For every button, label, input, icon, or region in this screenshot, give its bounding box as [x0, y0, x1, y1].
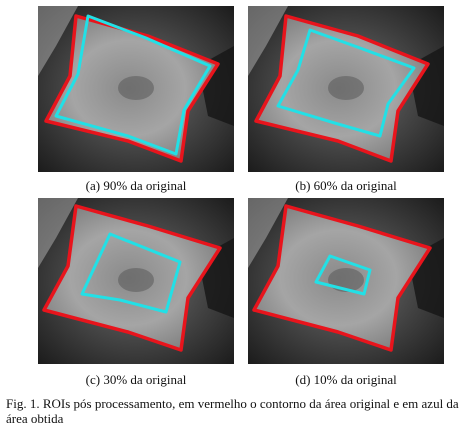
- panel-c-image: [38, 198, 234, 364]
- panel-b-image: [248, 6, 444, 172]
- panel-a-image: [38, 6, 234, 172]
- panel-a-caption: (a) 90% da original: [85, 178, 187, 193]
- obtained-contour: [276, 28, 416, 138]
- original-contour: [252, 204, 432, 352]
- panel-d-image: [248, 198, 444, 364]
- obtained-contour: [80, 232, 182, 314]
- figure-caption: Fig. 1. ROIs pós processamento, em verme…: [6, 396, 459, 426]
- obtained-contour: [314, 254, 372, 296]
- panel-d-caption: (d) 10% da original: [295, 372, 397, 387]
- original-contour: [254, 14, 430, 163]
- panel-c-caption: (c) 30% da original: [85, 372, 187, 387]
- obtained-contour: [54, 14, 212, 156]
- original-contour: [42, 204, 222, 352]
- panel-b-caption: (b) 60% da original: [295, 178, 397, 193]
- original-contour: [44, 14, 220, 163]
